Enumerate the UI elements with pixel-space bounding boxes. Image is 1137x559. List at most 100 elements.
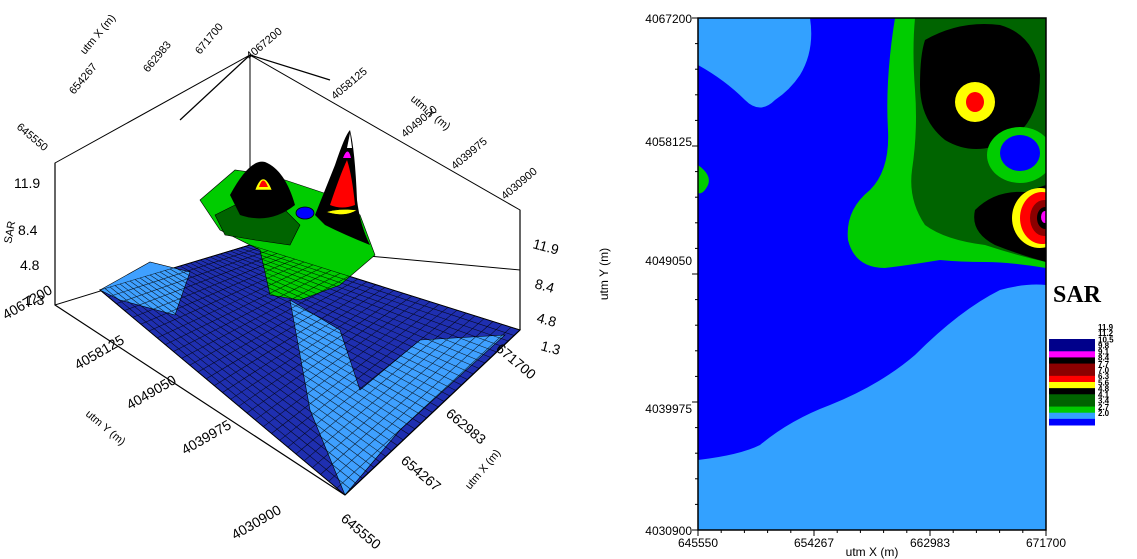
surface-peak-2-tip [347, 133, 352, 148]
surface-blue-pit [295, 206, 315, 220]
contour-region-lightblue-bottom [698, 284, 1046, 530]
mesh-line-u [239, 247, 509, 342]
surface-peak-2-red [330, 160, 355, 208]
contour-map: 4067200 4058125 4049050 4039975 4030900 … [597, 12, 1114, 559]
legend-color-band [1049, 363, 1095, 371]
x-axis-label-front: utm X (m) [463, 447, 503, 492]
legend-tick-label: 3.4 [1098, 397, 1110, 406]
legend-tick-label: 7.7 [1098, 360, 1110, 369]
y-tick-front: 4049050 [124, 371, 179, 412]
mesh-line-u [244, 246, 515, 336]
y-tick-label: 4039975 [645, 402, 692, 416]
contour-y-tick-labels: 4067200 4058125 4049050 4039975 4030900 [645, 12, 692, 538]
legend: SAR 11.911.210.59.89.18.47.77.06.35.64.8… [1049, 282, 1114, 426]
mesh-line-u [229, 250, 497, 353]
surface-mesh [98, 130, 521, 496]
legend-color-band [1049, 382, 1095, 389]
top-axis-line-1 [179, 54, 251, 121]
surface-plot-3d: 11.9 8.4 4.8 1.3 SAR 11.9 8.4 4.8 1.3 SA… [0, 12, 560, 552]
legend-color-band [1049, 388, 1095, 395]
y-axis-label-front: utm Y (m) [83, 408, 127, 448]
legend-tick-label: 2.0 [1098, 409, 1110, 418]
legend-color-band [1049, 339, 1095, 346]
legend-tick-label: 2.7 [1098, 403, 1110, 412]
y-tick-front: 4067200 [0, 281, 55, 322]
legend-tick-label: 4.8 [1098, 384, 1110, 393]
y-tick-label: 4058125 [645, 135, 692, 149]
legend-color-band [1049, 351, 1095, 358]
contour-fill [698, 18, 1046, 530]
z-tick-right: 8.4 [533, 275, 556, 296]
top-axis-line-2 [249, 54, 331, 81]
legend-tick-label: 4.1 [1098, 391, 1110, 400]
legend-color-band [1049, 400, 1095, 408]
surface-region-lightblue-left [99, 261, 191, 316]
y-tick-label: 4067200 [645, 12, 692, 26]
z-tick-left: 8.4 [18, 222, 38, 238]
legend-tick-label: 9.1 [1098, 348, 1110, 357]
y-tick-label: 4049050 [645, 254, 692, 268]
x-tick-label: 662983 [910, 536, 950, 550]
z-tick-left: 4.8 [20, 257, 40, 273]
y-axis-line-3d [54, 304, 346, 496]
legend-title: SAR [1053, 282, 1102, 308]
mesh-line-v [312, 318, 485, 468]
legend-tick-label: 5.6 [1098, 378, 1110, 387]
surface-gridlines [99, 244, 521, 496]
mesh-line-v [303, 315, 476, 462]
x-tick-label: 671700 [1026, 536, 1066, 550]
contour-region-green-left [698, 165, 709, 194]
axes-lines-3d [54, 54, 521, 496]
y-tick-label: 4030900 [645, 524, 692, 538]
contour-peak-2-magenta [1041, 211, 1046, 223]
legend-color-band [1049, 375, 1095, 383]
legend-color-band [1049, 412, 1095, 420]
y-tick-back: 4039975 [449, 136, 490, 173]
surface-peak-1-red [259, 180, 268, 187]
z-tick-right: 1.3 [539, 337, 560, 358]
surface-peak-2-magenta [343, 151, 351, 158]
x-tick-front: 662983 [443, 405, 489, 447]
mesh-line-u [234, 249, 503, 347]
x-tick-back: 654267 [67, 61, 100, 97]
x-tick-back: 645550 [14, 121, 50, 154]
contour-peak-1-red [966, 92, 984, 112]
x-axis-label: utm X (m) [846, 545, 899, 559]
z-axis-label-left: SAR [2, 220, 18, 244]
legend-tick-label: 7.0 [1098, 366, 1110, 375]
x-tick-back: 671700 [193, 21, 226, 57]
mesh-line-u [249, 244, 521, 331]
legend-tick-label: 11.2 [1098, 329, 1114, 338]
x-tick-label: 654267 [794, 536, 834, 550]
mesh-line-v [320, 321, 494, 475]
legend-color-band [1049, 418, 1095, 426]
legend-color-band [1049, 345, 1095, 352]
legend-colorbar [1049, 339, 1095, 426]
mesh-line-v [336, 326, 512, 489]
x-axis-line-3d [344, 329, 521, 496]
contour-ticks [692, 17, 1047, 536]
legend-color-band [1049, 394, 1095, 401]
legend-tick-label: 8.4 [1098, 354, 1110, 363]
legend-tick-label: 11.9 [1098, 323, 1114, 332]
y-tick-back: 4030900 [499, 166, 540, 203]
y-axis-label: utm Y (m) [597, 248, 611, 300]
y-tick-front: 4039975 [179, 416, 234, 457]
contour-region-lightblue-top [698, 18, 812, 108]
z-tick-right: 4.8 [535, 309, 558, 330]
surface-peak-2-yellow [325, 209, 358, 215]
contour-x-tick-labels: 645550 654267 662983 671700 [678, 536, 1066, 550]
y-tick-back: 4067200 [244, 26, 285, 63]
contour-pit-blue [1000, 135, 1040, 171]
x-tick-label: 645550 [678, 536, 718, 550]
y-tick-front: 4058125 [72, 331, 127, 372]
legend-tick-label: 9.8 [1098, 341, 1110, 350]
y-tick-back: 4058125 [329, 66, 370, 103]
x-tick-front: 671700 [493, 340, 539, 382]
z-tick-left: 1.3 [25, 292, 45, 308]
legend-tick-label: 6.3 [1098, 372, 1110, 381]
x-tick-back: 662983 [141, 39, 174, 75]
y-tick-front: 4030900 [229, 501, 284, 542]
legend-color-band [1049, 369, 1095, 377]
z-tick-right: 11.9 [531, 235, 560, 257]
